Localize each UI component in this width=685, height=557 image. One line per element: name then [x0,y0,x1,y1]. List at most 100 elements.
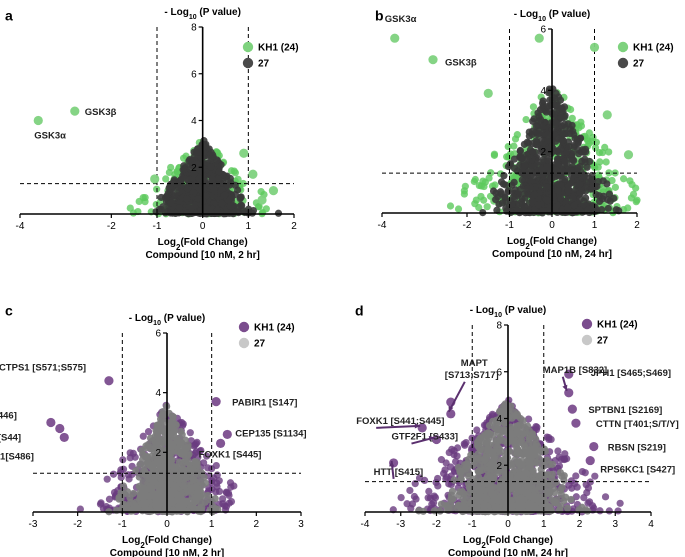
data-point [549,193,557,201]
data-point [510,193,518,201]
x-tick-label: -2 [107,221,116,232]
x-tick-label: -1 [468,519,477,530]
data-point [510,142,518,150]
data-point [557,194,565,202]
data-point [187,484,196,492]
data-point [407,504,415,513]
scatter-cloud [389,396,624,516]
data-point [562,148,571,156]
highlight-point [589,42,600,53]
point-label: SPTBN1 [S2169] [588,405,662,416]
x-axis-subtitle: Compound [10 nM, 24 hr] [448,548,568,557]
x-axis-title: Log2(Fold Change) [507,236,597,251]
data-point [207,163,215,171]
data-point [564,186,572,194]
data-point [175,204,183,212]
y-axis-title: - Log10 (P value) [164,7,241,21]
data-point [201,498,209,506]
x-tick-label: -1 [153,221,162,232]
legend-swatch [238,321,250,333]
data-point [580,172,589,180]
data-point [581,145,590,153]
data-point [446,202,455,210]
data-point [500,172,508,180]
x-tick-label: 3 [612,519,618,530]
data-point [500,499,508,507]
data-point [215,168,223,176]
data-point [501,193,509,201]
data-point [560,103,569,111]
data-point [112,506,121,515]
data-point [576,162,584,171]
point-label: PRKAA1[S486] [0,451,34,462]
highlight-point [211,397,221,407]
highlight-point [571,418,581,428]
legend: KH1 (24)27 [238,321,295,350]
data-point [559,129,567,138]
x-tick-label: -1 [118,519,127,530]
data-point [522,115,530,124]
data-point [575,206,583,214]
point-label: FOXK1 [S445] [199,449,262,460]
x-tick-label: -4 [16,221,25,232]
data-point [529,103,538,111]
data-point [154,483,162,491]
legend: KH1 (24)27 [242,41,299,70]
data-point [555,172,564,180]
data-point [447,495,455,503]
data-point [531,183,539,191]
data-point [274,209,283,217]
x-axis-title: Log2(Fold Change) [122,535,212,550]
data-point [480,196,488,204]
data-point [473,502,481,511]
data-point [457,467,465,475]
data-point [499,426,508,434]
data-point [483,431,491,439]
data-point [551,205,559,213]
data-point [496,436,504,444]
point-label: GSK3α [34,131,66,142]
data-point [520,202,529,210]
annotations: CTPS1 [S571;S575]GTF2F1 [T446]GTF2F1 [S4… [0,363,307,463]
data-point [558,166,566,174]
data-point [535,117,543,125]
data-point [585,139,593,147]
data-point [190,170,198,178]
highlight-point [589,441,599,452]
highlight-point [534,33,544,43]
x-axis-subtitle: Compound [10 nM, 2 hr] [110,548,224,557]
data-point [139,194,147,202]
highlight-point [585,455,595,466]
scatter-cloud [126,137,283,218]
data-point [554,447,562,455]
data-point [569,194,577,202]
data-point [228,194,236,202]
x-tick-label: 4 [648,519,654,530]
data-point [105,495,114,503]
data-point [498,199,507,207]
data-point [554,186,562,194]
data-point [168,412,177,421]
data-point [154,425,162,434]
panel-b: b- Log10 (P value)-4 -2 -1 0 1 2246Log2(Fold … [375,7,674,260]
point-label: GSK3α [385,14,417,25]
legend-swatch [617,41,629,53]
highlight-point [390,33,400,43]
data-point [179,482,187,490]
data-point [225,491,233,499]
data-point [593,206,601,215]
y-tick-label: 6 [191,69,197,80]
data-point [139,432,147,440]
data-point [568,484,576,492]
panel-d: d- Log10 (P value)-4 -3 -2 -1 0 1 2 3 42468Log2(… [355,302,679,557]
legend-swatch [581,334,593,346]
x-tick-label: 2 [254,519,260,530]
point-label: MAPT [461,358,488,369]
data-point [525,415,533,423]
highlight-point [55,423,65,434]
y-tick-label: 2 [540,147,546,158]
data-point [153,507,161,515]
data-point [542,183,551,191]
data-point [611,183,619,191]
